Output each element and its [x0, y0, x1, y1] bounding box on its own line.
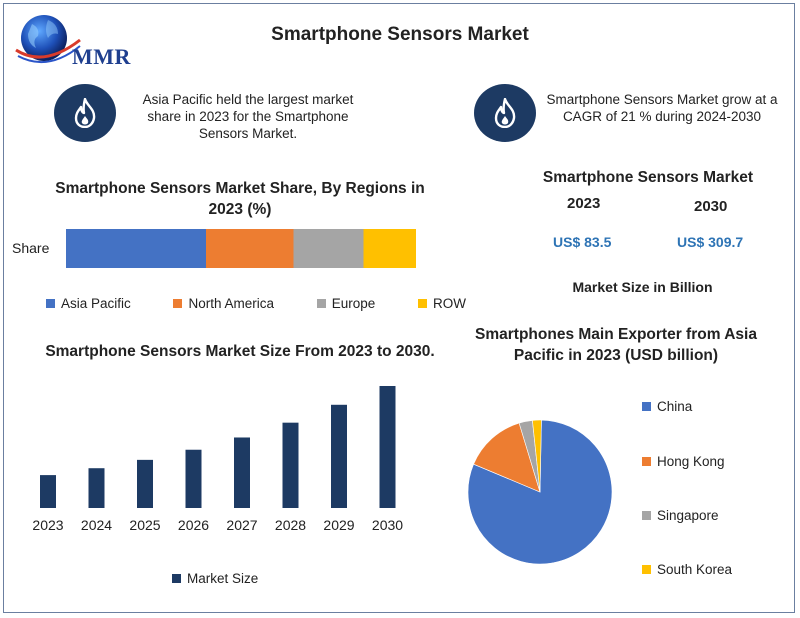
x-tick-2030: 2030 — [371, 517, 404, 533]
legend-item-north-america: North America — [173, 296, 274, 311]
legend-swatch — [642, 457, 651, 466]
share-legend: Asia Pacific North America Europe ROW — [46, 296, 466, 311]
legend-label: South Korea — [657, 562, 733, 577]
size-bar-2023 — [40, 475, 56, 508]
legend-swatch — [642, 565, 651, 574]
infographic-frame — [3, 3, 795, 613]
size-bar-2029 — [331, 404, 347, 508]
legend-item-europe: Europe — [316, 296, 376, 311]
kpi-value-2030: US$ 309.7 — [677, 234, 744, 250]
size-bar-2028 — [282, 422, 299, 508]
x-tick-2028: 2028 — [274, 517, 307, 533]
legend-item-south-korea: South Korea — [642, 562, 732, 577]
legend-item-china: China — [642, 399, 692, 414]
share-segment-europe — [293, 229, 364, 268]
legend-item-hong-kong: Hong Kong — [642, 454, 725, 469]
flame-icon — [494, 98, 516, 128]
legend-label: Singapore — [657, 508, 719, 523]
share-category-label: Share — [12, 240, 50, 256]
x-tick-2024: 2024 — [80, 517, 113, 533]
globe-icon — [15, 15, 81, 63]
legend-label: Europe — [331, 296, 376, 311]
share-segment-row — [363, 229, 416, 268]
exporter-pie-chart — [467, 419, 613, 565]
page-title: Smartphone Sensors Market — [271, 24, 529, 45]
flame-icon — [74, 98, 96, 128]
x-tick-2027: 2027 — [226, 517, 258, 533]
legend-swatch — [172, 574, 181, 583]
kpi-value-2023: US$ 83.5 — [553, 234, 612, 250]
kpi-title: Smartphone Sensors Market — [542, 169, 754, 186]
size-bar-2026 — [185, 449, 202, 508]
size-x-axis: 2023 2024 2025 2026 2027 2028 2029 2030 — [20, 517, 420, 537]
kpi-year-2023: 2023 — [567, 195, 601, 212]
legend-label: Hong Kong — [657, 454, 725, 469]
fact-text-2: Smartphone Sensors Market grow at a CAGR… — [546, 92, 778, 124]
legend-swatch — [316, 299, 326, 308]
legend-label: China — [657, 399, 693, 414]
legend-swatch — [417, 299, 427, 308]
size-bar-2024 — [88, 468, 105, 508]
legend-swatch — [46, 299, 55, 308]
legend-label: Asia Pacific — [61, 296, 131, 311]
size-chart-title: Smartphone Sensors Market Size From 2023… — [45, 343, 435, 360]
size-bar-2030 — [379, 385, 396, 508]
fact-icon-badge-2 — [474, 84, 536, 142]
fact-icon-badge-1 — [54, 84, 116, 142]
legend-swatch — [642, 402, 651, 411]
size-legend: Market Size — [172, 571, 258, 586]
pie-chart-title: Smartphones Main Exporter from Asia Paci… — [475, 326, 757, 364]
pie-slice-hong-kong — [473, 422, 541, 493]
legend-item-row: ROW — [417, 296, 466, 311]
x-tick-2026: 2026 — [177, 517, 210, 533]
mmr-logo: MMR — [14, 10, 144, 70]
share-chart-title: Smartphone Sensors Market Share, By Regi… — [55, 180, 425, 218]
size-bar-chart — [40, 385, 396, 508]
pie-slice-south-korea — [532, 419, 542, 493]
share-stacked-bar — [66, 229, 416, 268]
size-bar-2025 — [137, 459, 153, 508]
legend-swatch — [642, 511, 651, 520]
fact-text-1: Asia Pacific held the largest market sha… — [142, 92, 354, 141]
kpi-year-2030: 2030 — [694, 198, 728, 215]
legend-label: ROW — [432, 296, 466, 311]
logo-text: MMR — [72, 44, 131, 69]
legend-label: Market Size — [187, 571, 259, 586]
legend-item-asia-pacific: Asia Pacific — [46, 296, 131, 311]
legend-swatch — [173, 299, 183, 308]
x-tick-2025: 2025 — [129, 517, 161, 533]
share-segment-asia-pacific — [66, 229, 206, 268]
x-tick-2023: 2023 — [32, 517, 64, 533]
size-bar-2027 — [234, 437, 250, 508]
share-segment-north-america — [206, 229, 294, 268]
kpi-unit-label: Market Size in Billion — [572, 279, 713, 295]
x-tick-2029: 2029 — [323, 517, 355, 533]
legend-label: North America — [188, 296, 275, 311]
legend-item-singapore: Singapore — [642, 508, 719, 523]
